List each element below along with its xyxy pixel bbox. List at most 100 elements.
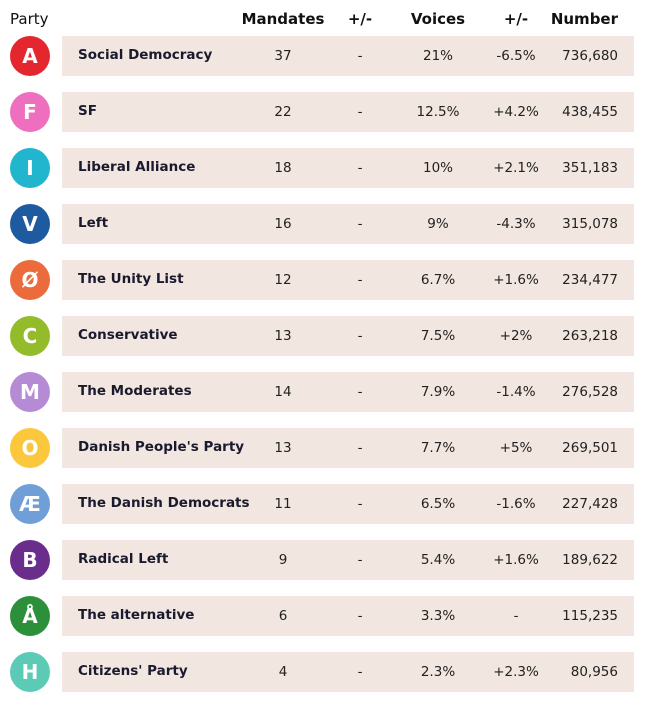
voices-value: 7.9% (420, 384, 456, 400)
party-name: The Unity List (78, 271, 184, 287)
table-row: B Radical Left 9 - 5.4% +1.6% 189,622 (0, 540, 648, 580)
table-row: F SF 22 - 12.5% +4.2% 438,455 (0, 92, 648, 132)
party-row-bar: The Unity List 12 - 6.7% +1.6% 234,477 (62, 260, 634, 300)
party-letter-badge: Å (10, 596, 50, 636)
voices-value: 7.5% (420, 328, 456, 344)
mandates-value: 13 (274, 440, 292, 456)
voices-value: 6.7% (420, 272, 456, 288)
table-header: Party Mandates +/- Voices +/- Number (0, 0, 648, 36)
voices-change-value: +2.1% (493, 160, 539, 176)
voices-change-value: +2% (499, 328, 533, 344)
voices-change-value: -4.3% (496, 216, 536, 232)
table-row: V Left 16 - 9% -4.3% 315,078 (0, 204, 648, 244)
party-letter-badge: H (10, 652, 50, 692)
party-row-bar: Left 16 - 9% -4.3% 315,078 (62, 204, 634, 244)
party-letter-badge: O (10, 428, 50, 468)
party-letter-badge: B (10, 540, 50, 580)
mandates-value: 12 (274, 272, 292, 288)
table-row: C Conservative 13 - 7.5% +2% 263,218 (0, 316, 648, 356)
mandates-change-value: - (357, 384, 363, 400)
vote-number-value: 263,218 (562, 328, 618, 344)
mandates-change-value: - (357, 608, 363, 624)
mandates-value: 11 (274, 496, 292, 512)
party-letter-badge: F (10, 92, 50, 132)
voices-value: 7.7% (420, 440, 456, 456)
mandates-value: 9 (278, 552, 288, 568)
party-row-bar: Danish People's Party 13 - 7.7% +5% 269,501 (62, 428, 634, 468)
party-name: Citizens' Party (78, 663, 188, 679)
mandates-change-value: - (357, 664, 363, 680)
vote-number-value: 276,528 (562, 384, 618, 400)
header-voices: Voices (410, 10, 466, 28)
mandates-value: 4 (278, 664, 288, 680)
party-row-bar: The alternative 6 - 3.3% - 115,235 (62, 596, 634, 636)
header-party: Party (10, 10, 49, 28)
header-number: Number (550, 10, 618, 28)
party-row-bar: Radical Left 9 - 5.4% +1.6% 189,622 (62, 540, 634, 580)
party-row-bar: SF 22 - 12.5% +4.2% 438,455 (62, 92, 634, 132)
party-row-bar: Citizens' Party 4 - 2.3% +2.3% 80,956 (62, 652, 634, 692)
vote-number-value: 189,622 (562, 552, 618, 568)
vote-number-value: 736,680 (562, 48, 618, 64)
mandates-change-value: - (357, 216, 363, 232)
party-name: The alternative (78, 607, 195, 623)
voices-change-value: +2.3% (493, 664, 539, 680)
party-name: SF (78, 103, 97, 119)
mandates-change-value: - (357, 496, 363, 512)
voices-value: 9% (427, 216, 449, 232)
mandates-value: 6 (278, 608, 288, 624)
voices-value: 5.4% (420, 552, 456, 568)
party-row-bar: The Danish Democrats 11 - 6.5% -1.6% 227,428 (62, 484, 634, 524)
mandates-change-value: - (357, 272, 363, 288)
table-row: O Danish People's Party 13 - 7.7% +5% 269,501 (0, 428, 648, 468)
voices-change-value: +4.2% (493, 104, 539, 120)
voices-change-value: +5% (499, 440, 533, 456)
party-name: Social Democracy (78, 47, 213, 63)
table-row: Å The alternative 6 - 3.3% - 115,235 (0, 596, 648, 636)
mandates-change-value: - (357, 552, 363, 568)
party-row-bar: Conservative 13 - 7.5% +2% 263,218 (62, 316, 634, 356)
voices-value: 12.5% (416, 104, 460, 120)
vote-number-value: 351,183 (562, 160, 618, 176)
voices-change-value: +1.6% (493, 272, 539, 288)
voices-change-value: -6.5% (496, 48, 536, 64)
party-letter-badge: V (10, 204, 50, 244)
party-name: The Moderates (78, 383, 192, 399)
table-row: I Liberal Alliance 18 - 10% +2.1% 351,183 (0, 148, 648, 188)
mandates-change-value: - (357, 440, 363, 456)
voices-change-value: -1.4% (496, 384, 536, 400)
mandates-value: 16 (274, 216, 292, 232)
header-mandates-change: +/- (347, 10, 373, 28)
vote-number-value: 269,501 (562, 440, 618, 456)
table-row: M The Moderates 14 - 7.9% -1.4% 276,528 (0, 372, 648, 412)
vote-number-value: 80,956 (570, 664, 618, 680)
voices-value: 6.5% (420, 496, 456, 512)
mandates-change-value: - (357, 48, 363, 64)
header-mandates: Mandates (241, 10, 325, 28)
vote-number-value: 315,078 (562, 216, 618, 232)
table-row: A Social Democracy 37 - 21% -6.5% 736,680 (0, 36, 648, 76)
party-row-bar: The Moderates 14 - 7.9% -1.4% 276,528 (62, 372, 634, 412)
voices-value: 21% (422, 48, 454, 64)
mandates-value: 14 (274, 384, 292, 400)
party-letter-badge: I (10, 148, 50, 188)
party-letter-badge: A (10, 36, 50, 76)
voices-change-value: -1.6% (496, 496, 536, 512)
mandates-change-value: - (357, 104, 363, 120)
party-letter-badge: C (10, 316, 50, 356)
voices-value: 2.3% (420, 664, 456, 680)
voices-value: 10% (422, 160, 454, 176)
vote-number-value: 234,477 (562, 272, 618, 288)
table-row: Ø The Unity List 12 - 6.7% +1.6% 234,477 (0, 260, 648, 300)
party-name: Conservative (78, 327, 178, 343)
party-row-bar: Liberal Alliance 18 - 10% +2.1% 351,183 (62, 148, 634, 188)
party-name: Left (78, 215, 109, 231)
voices-change-value: - (513, 608, 519, 624)
party-name: Danish People's Party (78, 439, 245, 455)
table-row: Æ The Danish Democrats 11 - 6.5% -1.6% 227,428 (0, 484, 648, 524)
party-letter-badge: Ø (10, 260, 50, 300)
vote-number-value: 227,428 (562, 496, 618, 512)
header-voices-change: +/- (503, 10, 529, 28)
vote-number-value: 115,235 (562, 608, 618, 624)
mandates-value: 37 (274, 48, 292, 64)
